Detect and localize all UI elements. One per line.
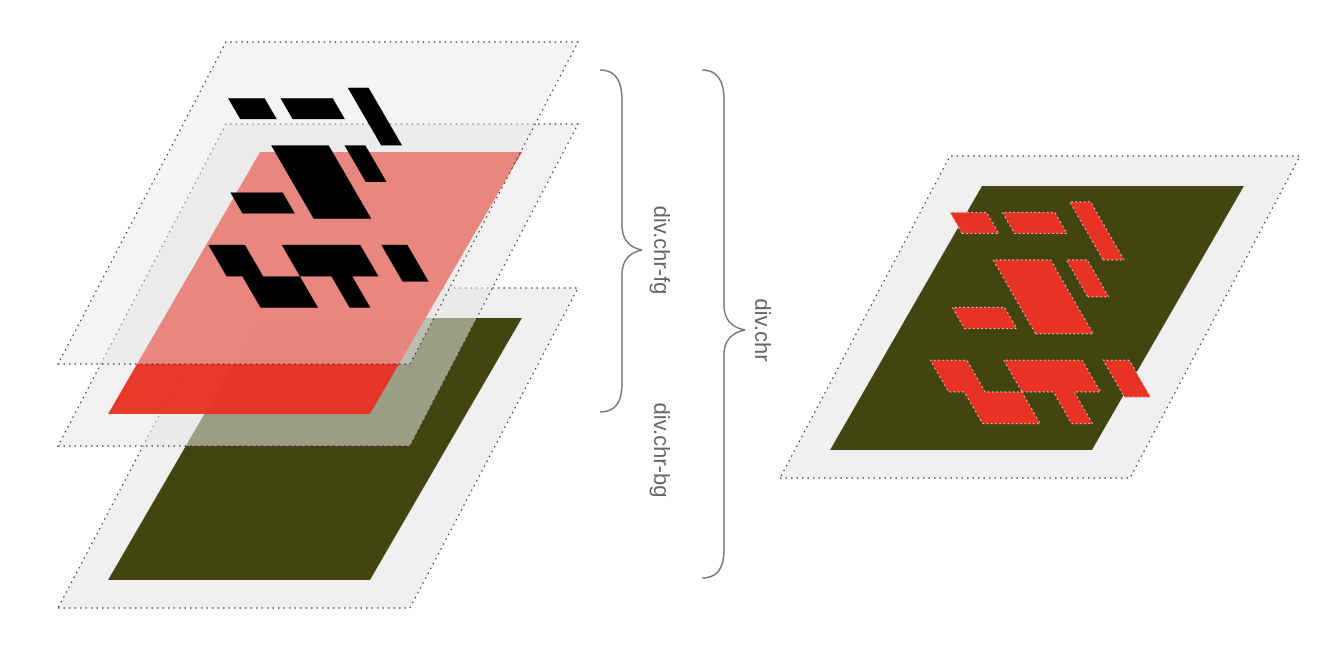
fg-red-layer-plane <box>57 123 579 447</box>
label-chr-fg: div.chr-fg <box>649 206 674 295</box>
fg-red-fill <box>108 152 522 414</box>
label-chr-bg: div.chr-bg <box>649 403 674 498</box>
label-chr: div.chr <box>750 298 775 361</box>
glyph-layer-plane <box>57 41 579 365</box>
chr-brace <box>701 69 746 579</box>
fg-brace <box>599 69 643 413</box>
composite-plane <box>780 156 1300 478</box>
